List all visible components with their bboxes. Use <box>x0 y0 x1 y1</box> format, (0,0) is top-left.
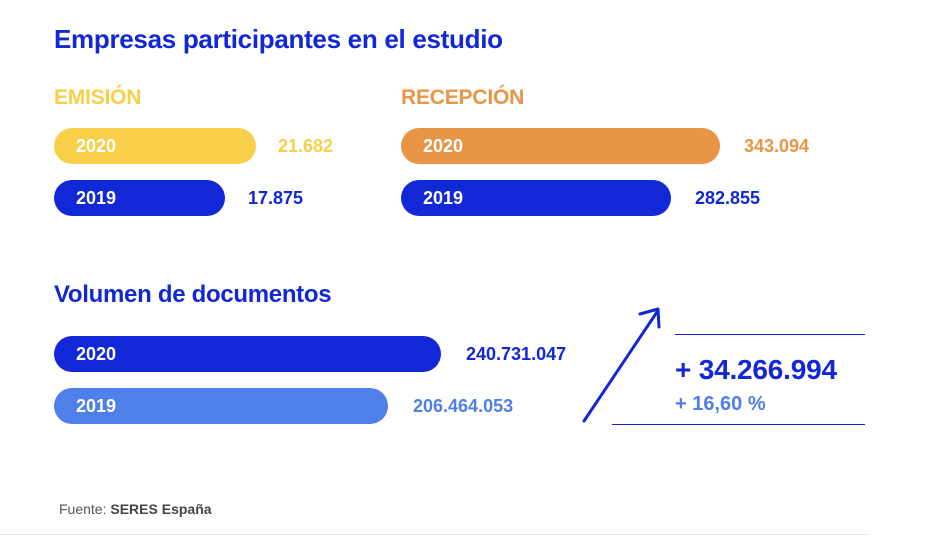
value-label: 21.682 <box>278 136 334 156</box>
recepcion-label: RECEPCIÓN <box>401 86 525 109</box>
trend-arrow-icon <box>582 307 661 423</box>
source-text: Fuente: SERES España <box>59 501 212 517</box>
value-label: 240.731.047 <box>466 344 567 364</box>
bar-label: 2020 <box>76 135 117 156</box>
bar-label: 2020 <box>423 135 464 156</box>
volumen-title: Volumen de documentos <box>54 281 332 308</box>
bar-volumen-2019: 2019 <box>54 388 388 424</box>
bar-volumen-2020: 2020 <box>54 336 441 372</box>
bar-recepcion-2019: 2019 <box>401 180 671 216</box>
increase-absolute: + 34.266.994 <box>675 354 837 385</box>
source-prefix: Fuente: <box>59 501 107 517</box>
value-label: 343.094 <box>744 136 810 156</box>
value-label: 282.855 <box>695 188 761 208</box>
emision-label: EMISIÓN <box>54 86 142 109</box>
value-label: 206.464.053 <box>413 396 514 416</box>
bar-label: 2019 <box>76 395 117 416</box>
bar-emision-2020: 2020 <box>54 128 256 164</box>
value-label: 17.875 <box>248 188 304 208</box>
bar-label: 2019 <box>423 187 464 208</box>
increase-percent: + 16,60 % <box>675 393 766 415</box>
bar-label: 2019 <box>76 187 117 208</box>
divider-top <box>675 334 865 335</box>
source-name: SERES España <box>110 501 212 517</box>
page-title: Empresas participantes en el estudio <box>54 24 503 54</box>
bottom-divider <box>0 534 868 535</box>
bar-label: 2020 <box>76 343 117 364</box>
bar-recepcion-2020: 2020 <box>401 128 720 164</box>
bar-emision-2019: 2019 <box>54 180 225 216</box>
divider-bottom <box>612 424 865 425</box>
